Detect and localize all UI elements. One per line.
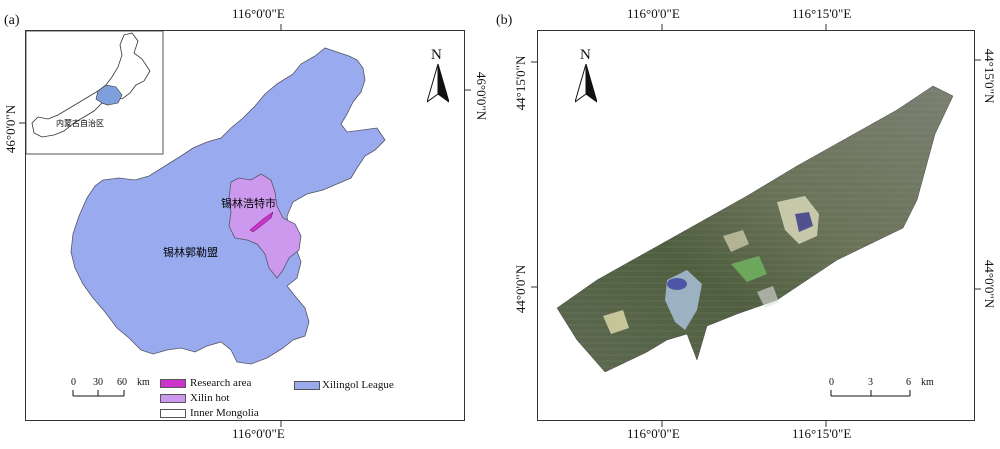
legend-league-label: Xilingol League [322,379,394,391]
panel-a-top-lon: 116°0'0"E [232,6,285,21]
panel-b-label: (b) [496,13,513,28]
panel-b-scale-6: 6 [906,377,911,388]
panel-a-bottom-lon: 116°0'0"E [232,426,285,441]
panel-b-north-arrow-icon [575,64,597,103]
legend-research-swatch [160,379,186,388]
legend-research-label: Research area [190,377,252,389]
panel-a-north-label: N [431,47,442,63]
panel-a-label: (a) [4,13,20,28]
inset-highlight [95,84,123,106]
panel-b-right-lat-2: 44°0'0"N [982,259,997,309]
legend-inner-mongolia-label: Inner Mongolia [190,407,259,419]
league-label: 锡林郭勒盟 [163,245,218,259]
satellite-image [556,85,954,373]
panel-a-scale-unit: km [137,377,150,388]
panel-b-scale-unit: km [921,377,934,388]
xilin-hot-shape [228,173,302,279]
region-map: 锡林浩特市 锡林郭勒盟 [70,47,386,365]
panel-b-scale-3: 3 [868,377,873,388]
panel-a-scale-30: 30 [93,377,103,388]
xilingol-league-shape [70,47,386,365]
panel-a-frame [25,30,465,421]
panel-a-left-lat: 46°0'0"N [3,104,18,154]
legend-league-swatch [294,381,320,390]
legend-xilinhot-label: Xilin hot [190,392,230,404]
panel-b-bottom-lon-1: 116°0'0"E [627,426,680,441]
panel-b-bottom-lon-2: 116°15'0"E [792,426,852,441]
inset-map: 内蒙古自治区 [26,31,164,155]
panel-b-top-lon-2: 116°15'0"E [792,6,852,21]
panel-b-left-lat-2: 44°0'0"N [513,264,528,314]
xilinhot-label: 锡林浩特市 [221,196,276,210]
panel-b-top-lon-1: 116°0'0"E [627,6,680,21]
legend-inner-mongolia-swatch [160,409,186,418]
panel-a-right-lat: 46°0'0"N [474,71,489,121]
panel-a-scale-60: 60 [117,377,127,388]
panel-a-scale-0: 0 [71,377,76,388]
panel-b-left-lat-1: 44°15'0"N [513,55,528,111]
panel-b-scale-bar [830,390,911,397]
panel-b-right-lat-1: 44°15'0"N [982,48,997,104]
research-area-shape [249,211,274,233]
panel-a-north-arrow-icon [427,64,449,103]
panel-b-scale-0: 0 [829,377,834,388]
panel-b-north-label: N [580,47,591,63]
panel-b-frame [537,30,975,421]
panel-a-scale-bar [72,390,125,397]
legend-xilinhot-swatch [160,394,186,403]
inset-label: 内蒙古自治区 [56,118,104,128]
